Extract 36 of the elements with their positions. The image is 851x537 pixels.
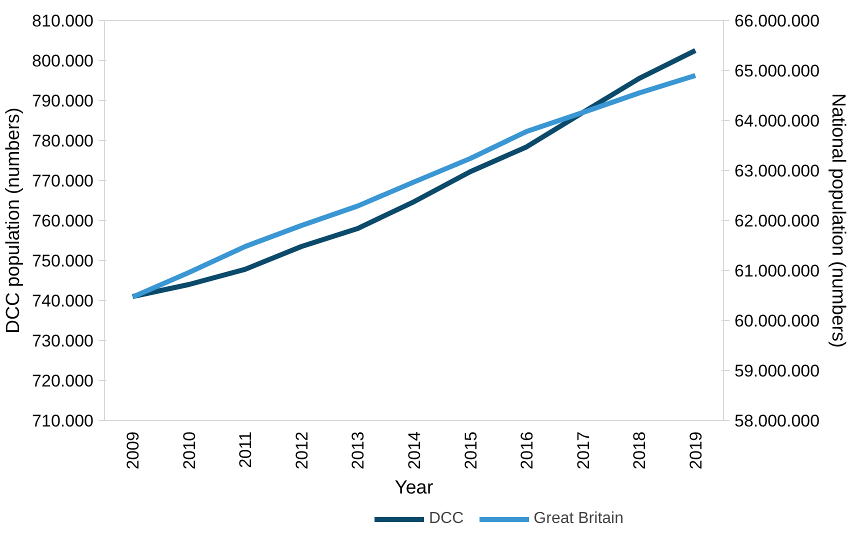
y-tick-label: 780.000 [32,132,94,150]
y2-tick-label: 60.000.000 [734,312,820,330]
y-tick-label: 740.000 [32,292,94,310]
x-tick-label: 2016 [518,431,537,470]
x-tick-label: 2014 [405,431,424,470]
y2-tick-label: 64.000.000 [734,112,820,130]
x-tick-label: 2019 [686,431,706,470]
y-tick-label: 810.000 [32,12,94,30]
y2-tick-label: 63.000.000 [734,162,820,180]
legend-label: Great Britain [534,510,624,528]
x-tick-label: 2013 [348,431,368,470]
y2-tick-label: 66.000.000 [734,12,820,30]
y2-axis-title: National population (numbers) [828,93,849,348]
y2-tick-label: 59.000.000 [734,362,820,380]
y-tick-label: 770.000 [32,172,94,190]
y2-tick-label: 65.000.000 [734,62,820,80]
y-tick-label: 800.000 [32,52,94,70]
x-tick-label: 2010 [180,431,199,470]
x-tick-label: 2011 [236,431,256,468]
y-tick-label: 790.000 [32,92,94,110]
y2-tick-label: 58.000.000 [734,412,820,430]
x-tick-label: 2012 [292,431,312,470]
y-tick-label: 710.000 [32,412,94,430]
y-tick-label: 720.000 [32,372,94,390]
x-tick-label: 2015 [461,431,480,470]
x-axis-title: Year [394,477,434,498]
y-axis-title: DCC population (numbers) [3,107,24,334]
x-tick-label: 2018 [630,431,650,470]
y-tick-label: 730.000 [32,332,94,350]
y-tick-label: 750.000 [32,252,94,270]
y2-tick-label: 61.000.000 [734,262,820,280]
x-tick-label: 2017 [574,431,593,470]
legend-label: DCC [429,510,464,528]
y2-tick-label: 62.000.000 [734,212,820,230]
y-tick-label: 760.000 [32,212,94,230]
x-tick-label: 2009 [124,431,143,470]
